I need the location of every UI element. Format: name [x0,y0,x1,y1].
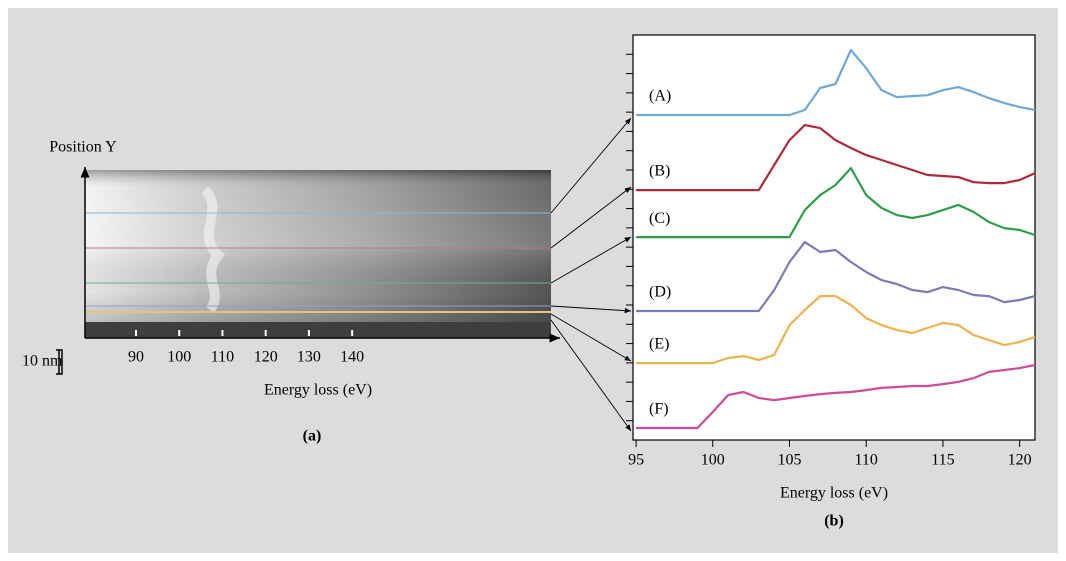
arrow [550,313,632,362]
scale-bar [56,349,63,375]
x-tick-label: 115 [931,452,954,469]
x-tick-label: 110 [855,452,878,469]
x-tick-label: 110 [211,349,234,366]
series-label: (E) [649,336,669,353]
spectrum-line [636,295,1036,365]
x-tick-label: 105 [778,452,802,469]
arrow [550,117,632,214]
x-label-a: Energy loss (eV) [264,382,372,399]
series-label: (A) [649,88,671,105]
arrow [550,186,632,249]
x-label-b: Energy loss (eV) [780,485,888,502]
image-shading [85,170,551,322]
panel-label: (a) [303,428,322,445]
x-tick-label: 95 [628,452,644,469]
y-label-a: Position Y [49,139,117,156]
arrows [550,117,632,432]
x-tick-label: 100 [167,349,191,366]
spectrum-line [636,241,1036,313]
x-tick-label: 100 [701,452,725,469]
x-tick-label: 120 [1008,452,1032,469]
x-tick-label: 130 [297,349,321,366]
series-label: (C) [649,210,670,227]
spectrum-line [636,167,1036,239]
x-tick-label: 140 [340,349,364,366]
x-tick-label: 120 [254,349,278,366]
spectrum-line [636,124,1036,192]
arrow [550,236,632,284]
edge-feature [201,186,225,313]
scale-bar-label: 10 nm [22,353,63,370]
panel-label: (b) [824,513,844,530]
arrow [550,305,632,314]
series-label: (D) [649,284,671,301]
x-tick-label: 90 [128,349,144,366]
series-label: (F) [649,401,669,418]
spectrum-line [636,48,1036,117]
image-bottom [85,322,551,338]
series-label: (B) [649,163,670,180]
arrow [550,319,632,432]
spectrum-line [636,363,1036,430]
